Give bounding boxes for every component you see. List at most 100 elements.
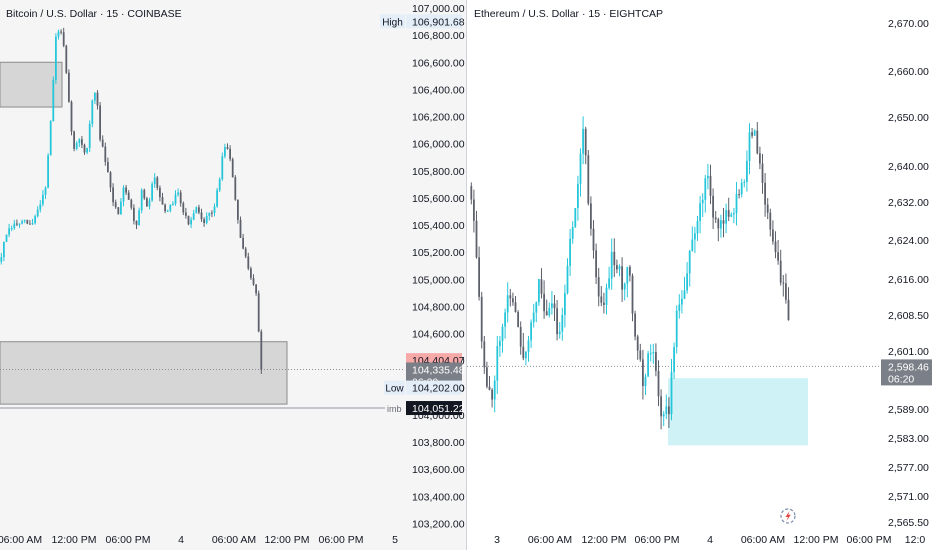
eth-candle-body (746, 160, 748, 182)
btc-candle-body (187, 215, 190, 225)
eth-candle-body (610, 251, 613, 279)
btc-candle-body (172, 203, 174, 205)
eth-candle-body (649, 353, 652, 355)
eth-candle-body (738, 194, 740, 196)
eth-candle-body (475, 220, 478, 258)
eth-candle-body (707, 175, 709, 179)
btc-y-tick-label: 105,800.00 (412, 166, 465, 178)
btc-y-tick-label: 106,600.00 (412, 57, 465, 69)
eth-y-tick-label: 2,589.00 (888, 404, 929, 416)
btc-candle-body (177, 192, 179, 195)
eth-candle-body (540, 279, 543, 294)
btc-candle-body (23, 220, 26, 222)
replay-lightning-icon[interactable] (780, 508, 796, 524)
btc-chart[interactable]: 107,000.00 106,800.00 106,600.00 106,400.00… (0, 3, 465, 546)
eth-candle-body (517, 311, 519, 327)
btc-y-tick-label: 104,600.00 (412, 329, 465, 341)
btc-candle-body (112, 187, 114, 203)
btc-candle-body (198, 207, 200, 213)
eth-candle-body (636, 336, 639, 351)
btc-candle-body (52, 79, 55, 121)
eth-candle-body (512, 298, 514, 303)
btc-candle-body (255, 284, 257, 294)
eth-candle-body (616, 265, 618, 270)
btc-candle-body (130, 199, 133, 208)
btc-x-tick-label: 12:00 PM (52, 534, 97, 546)
eth-last-price: 2,598.46 (888, 361, 929, 373)
eth-candle-body (621, 266, 623, 290)
btc-high-value: 106,901.68 (412, 16, 465, 28)
btc-candle-body (5, 234, 8, 242)
eth-candle-body (785, 283, 787, 300)
eth-candle-body (696, 221, 699, 234)
btc-zone-box[interactable] (0, 61, 63, 108)
eth-candle-body (470, 186, 473, 200)
btc-y-tick-label: 107,000.00 (412, 3, 465, 15)
btc-zone-box[interactable] (0, 341, 288, 405)
btc-candle-body (10, 228, 13, 230)
btc-candle-body (153, 177, 156, 185)
btc-candle-body (83, 144, 86, 153)
btc-candle-body (143, 189, 146, 199)
btc-candle-body (13, 223, 16, 229)
btc-candle-body (117, 207, 120, 215)
eth-candle-body (652, 352, 655, 354)
eth-candle-body (592, 228, 595, 251)
btc-candle-body (60, 31, 62, 33)
eth-candle-body (766, 204, 769, 213)
btc-imb-value: 104,051.22 (412, 403, 465, 415)
btc-last-price: 104,335.48 (412, 364, 465, 376)
btc-x-tick-label: 06:00 PM (319, 534, 364, 546)
eth-candle-body (759, 153, 761, 164)
eth-candle-body (756, 130, 759, 154)
btc-candle-body (161, 197, 164, 205)
eth-candle-body (556, 308, 558, 335)
btc-y-tick-label: 104,800.00 (412, 301, 465, 313)
btc-candle-body (91, 100, 94, 124)
btc-candle-body (146, 198, 148, 207)
btc-candle-body (73, 131, 75, 149)
eth-candle-body (722, 220, 725, 224)
eth-y-tick-label: 2,571.00 (888, 491, 929, 503)
eth-zone-box[interactable] (668, 378, 808, 446)
eth-candle-body (584, 128, 587, 156)
eth-candle-body (753, 130, 756, 136)
eth-y-tick-label: 2,660.00 (888, 66, 929, 78)
btc-high-label: High (382, 17, 403, 28)
eth-candle-body (473, 199, 475, 221)
btc-candle-body (36, 209, 39, 217)
eth-candle-body (691, 239, 694, 251)
eth-candle-body (772, 229, 774, 242)
btc-x-tick-label: 06:00 AM (212, 534, 256, 546)
eth-candle-body (551, 303, 553, 308)
eth-candle-body (577, 183, 579, 209)
eth-candle-body (569, 238, 571, 266)
eth-candle-body (488, 386, 491, 390)
eth-candle-body (761, 163, 764, 183)
eth-candle-body (779, 260, 782, 283)
eth-candle-body (704, 178, 707, 200)
eth-candle-body (506, 295, 509, 313)
btc-candle-body (218, 179, 221, 191)
btc-candle-body (247, 256, 250, 269)
eth-candle-body (655, 352, 657, 371)
eth-candle-body (681, 298, 683, 305)
eth-candle-body (530, 322, 532, 341)
btc-candle-body (148, 200, 151, 207)
btc-candle-body (0, 257, 3, 262)
eth-x-tick-label: 06:00 AM (528, 534, 572, 546)
btc-candle-body (224, 147, 226, 157)
eth-chart[interactable]: 2,670.00 2,660.00 2,650.00 2,640.00 2,632.00… (467, 18, 932, 546)
eth-candle-body (522, 346, 525, 359)
btc-y-tick-label: 105,200.00 (412, 247, 465, 259)
eth-candle-body (491, 389, 493, 400)
btc-candle-body (49, 120, 52, 156)
btc-candle-body (114, 202, 117, 208)
btc-candle-body (250, 268, 252, 279)
eth-candle-body (504, 312, 506, 327)
eth-candle-body (527, 340, 530, 352)
eth-candle-body (714, 217, 717, 220)
eth-candle-body (597, 277, 600, 297)
btc-low-value: 104,202.00 (412, 383, 465, 395)
btc-candle-body (211, 212, 213, 214)
